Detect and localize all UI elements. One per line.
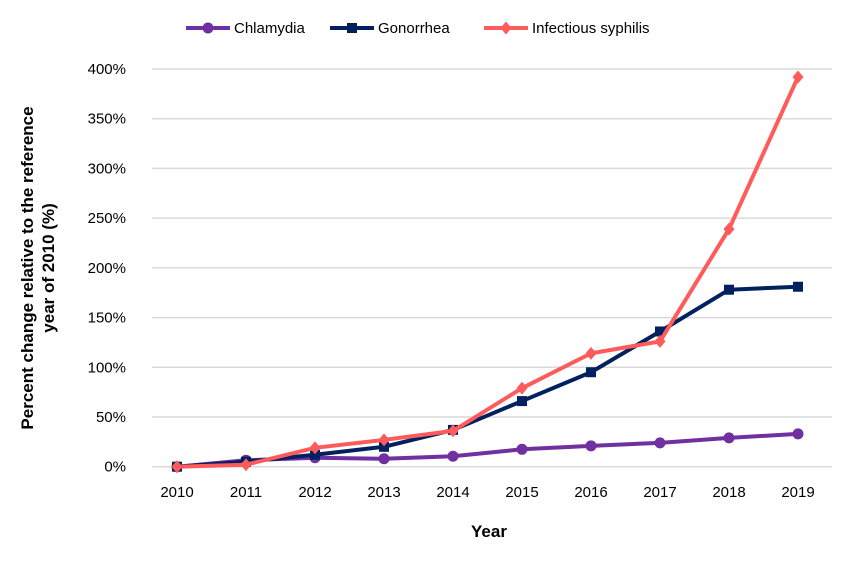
data-point-gonorrhea	[586, 367, 596, 378]
data-point-infectious-syphilis	[309, 441, 321, 455]
legend-label: Gonorrhea	[378, 20, 450, 37]
legend-item-chlamydia: Chlamydia	[186, 20, 306, 37]
data-point-infectious-syphilis	[240, 458, 252, 472]
x-tick-label: 2011	[230, 484, 262, 501]
data-point-infectious-syphilis	[378, 433, 390, 447]
legend-marker-circle	[202, 22, 214, 34]
y-tick-label: 150%	[88, 310, 126, 327]
x-tick-label: 2014	[436, 484, 469, 501]
x-axis-title: Year	[471, 522, 507, 541]
data-point-chlamydia	[585, 440, 597, 452]
x-tick-label: 2012	[298, 484, 331, 501]
data-point-infectious-syphilis	[171, 460, 183, 474]
data-point-gonorrhea	[517, 396, 527, 407]
y-axis-title: Percent change relative to the reference…	[18, 106, 58, 429]
data-point-infectious-syphilis	[792, 70, 804, 84]
series-infectious-syphilis	[171, 70, 804, 474]
x-tick-label: 2016	[574, 484, 607, 501]
x-tick-label: 2013	[367, 484, 400, 501]
data-point-chlamydia	[723, 432, 735, 444]
data-point-chlamydia	[654, 437, 666, 449]
y-axis-title-line-2: year of 2010 (%)	[39, 203, 58, 332]
data-point-infectious-syphilis	[447, 424, 459, 438]
legend-item-infectious-syphilis: Infectious syphilis	[484, 20, 650, 37]
data-point-chlamydia	[378, 453, 390, 465]
data-point-infectious-syphilis	[516, 381, 528, 395]
y-axis-ticks: 0% 50% 100% 150% 200% 250% 300% 350% 400%	[88, 61, 126, 476]
x-tick-label: 2010	[160, 484, 193, 501]
y-tick-label: 0%	[104, 459, 126, 476]
data-point-chlamydia	[447, 450, 459, 462]
y-tick-label: 50%	[96, 409, 126, 426]
gridlines	[152, 68, 832, 468]
data-point-gonorrhea	[655, 326, 665, 337]
data-point-chlamydia	[792, 428, 804, 440]
legend-marker-diamond	[500, 21, 512, 35]
legend-marker-square	[347, 23, 357, 33]
legend-item-gonorrhea: Gonorrhea	[330, 20, 450, 37]
data-point-gonorrhea	[793, 281, 803, 292]
x-tick-label: 2019	[781, 484, 814, 501]
series-lines	[171, 70, 804, 474]
data-point-gonorrhea	[310, 449, 320, 460]
y-tick-label: 200%	[88, 260, 126, 277]
y-axis-title-line-1: Percent change relative to the reference	[18, 106, 37, 429]
legend: Chlamydia Gonorrhea Infectious syphilis	[186, 20, 650, 37]
x-tick-label: 2015	[505, 484, 538, 501]
x-axis-ticks: 2010 2011 2012 2013 2014 2015 2016 2017 2018 2019	[160, 484, 814, 501]
data-point-gonorrhea	[379, 441, 389, 452]
line-chlamydia	[176, 431, 799, 469]
y-tick-label: 100%	[88, 359, 126, 376]
series-gonorrhea	[172, 281, 803, 472]
y-tick-label: 250%	[88, 210, 126, 227]
data-point-infectious-syphilis	[585, 346, 597, 360]
line-infectious-syphilis	[176, 76, 800, 469]
series-chlamydia	[171, 428, 804, 473]
data-point-chlamydia	[516, 443, 528, 455]
legend-label: Infectious syphilis	[532, 20, 650, 37]
data-point-infectious-syphilis	[654, 334, 666, 348]
y-tick-label: 300%	[88, 160, 126, 177]
x-tick-label: 2017	[643, 484, 676, 501]
x-tick-label: 2018	[712, 484, 745, 501]
y-tick-label: 350%	[88, 111, 126, 128]
data-point-gonorrhea	[724, 284, 734, 295]
legend-label: Chlamydia	[234, 20, 306, 37]
data-point-infectious-syphilis	[723, 222, 735, 236]
y-tick-label: 400%	[88, 61, 126, 78]
